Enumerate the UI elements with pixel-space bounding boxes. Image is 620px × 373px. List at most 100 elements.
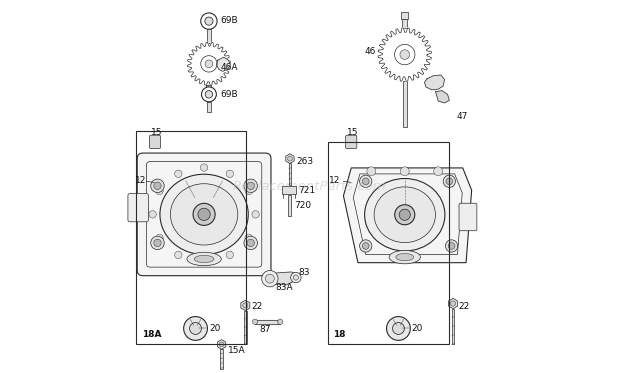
Polygon shape (448, 298, 458, 309)
FancyBboxPatch shape (149, 135, 161, 148)
Circle shape (252, 319, 257, 325)
Circle shape (151, 236, 164, 250)
Circle shape (451, 301, 456, 306)
Ellipse shape (170, 184, 238, 245)
Circle shape (245, 234, 252, 241)
Circle shape (278, 319, 283, 325)
Circle shape (262, 270, 278, 287)
Polygon shape (286, 154, 294, 163)
Circle shape (247, 182, 254, 189)
Bar (401, 12, 409, 19)
Text: 46: 46 (365, 47, 376, 56)
Circle shape (149, 211, 156, 218)
Circle shape (363, 178, 369, 185)
Text: 87: 87 (259, 325, 270, 334)
Text: 12: 12 (329, 176, 341, 185)
Ellipse shape (160, 174, 248, 254)
FancyBboxPatch shape (137, 153, 271, 276)
Polygon shape (266, 272, 299, 285)
FancyBboxPatch shape (459, 203, 477, 231)
Bar (328, 142, 449, 344)
Circle shape (200, 164, 208, 171)
Circle shape (243, 303, 248, 308)
Bar (207, 85, 211, 89)
Circle shape (395, 205, 415, 225)
Text: 69B: 69B (220, 16, 237, 25)
Circle shape (392, 323, 404, 335)
Circle shape (360, 175, 372, 187)
Polygon shape (241, 300, 250, 311)
Circle shape (184, 317, 208, 340)
Text: 20: 20 (412, 324, 423, 333)
Polygon shape (255, 320, 280, 324)
Bar (136, 131, 246, 344)
Circle shape (400, 50, 410, 59)
Text: 47: 47 (457, 112, 468, 121)
Circle shape (175, 251, 182, 258)
Text: ReplacementParts.com: ReplacementParts.com (233, 180, 387, 193)
Circle shape (205, 91, 213, 98)
Text: 20: 20 (209, 324, 220, 333)
Circle shape (252, 211, 259, 218)
Circle shape (399, 209, 410, 220)
Circle shape (293, 275, 298, 280)
Circle shape (247, 239, 254, 247)
Polygon shape (218, 339, 226, 349)
Bar (452, 309, 454, 344)
Circle shape (445, 240, 458, 252)
Circle shape (448, 242, 455, 249)
Text: 83: 83 (299, 268, 311, 277)
Circle shape (401, 167, 409, 176)
Circle shape (244, 236, 257, 250)
Circle shape (443, 175, 456, 187)
Text: 720: 720 (294, 201, 311, 210)
Circle shape (156, 234, 163, 241)
Circle shape (386, 317, 410, 340)
Circle shape (200, 257, 208, 265)
Polygon shape (425, 75, 445, 90)
Ellipse shape (396, 254, 414, 261)
Circle shape (291, 272, 301, 283)
Circle shape (202, 87, 216, 102)
Circle shape (151, 179, 164, 192)
Bar (402, 19, 407, 28)
Bar (288, 195, 291, 216)
Text: 46A: 46A (220, 63, 237, 72)
Text: 18A: 18A (142, 330, 162, 339)
Polygon shape (216, 57, 231, 71)
FancyBboxPatch shape (128, 194, 148, 222)
Text: 15A: 15A (228, 346, 245, 355)
Ellipse shape (389, 250, 420, 264)
Text: 22: 22 (459, 302, 470, 311)
Ellipse shape (374, 187, 435, 242)
Polygon shape (436, 91, 449, 103)
Circle shape (156, 187, 163, 195)
Bar (206, 29, 211, 43)
Text: 15: 15 (151, 128, 162, 137)
Text: 12: 12 (135, 176, 146, 185)
Polygon shape (206, 85, 211, 91)
Bar (220, 349, 223, 369)
Circle shape (201, 13, 217, 29)
Circle shape (363, 242, 369, 249)
Circle shape (446, 178, 453, 185)
Circle shape (193, 203, 215, 225)
Text: 721: 721 (298, 186, 315, 195)
Ellipse shape (187, 252, 221, 266)
Circle shape (205, 17, 213, 25)
Circle shape (190, 323, 202, 335)
Text: 69B: 69B (220, 90, 237, 99)
Bar (207, 102, 211, 112)
Circle shape (205, 60, 213, 68)
Circle shape (265, 274, 274, 283)
Circle shape (394, 44, 415, 65)
Circle shape (360, 240, 372, 252)
Circle shape (175, 170, 182, 178)
Circle shape (201, 56, 217, 72)
Text: 22: 22 (252, 302, 263, 311)
Polygon shape (187, 43, 231, 85)
Circle shape (154, 239, 161, 247)
Circle shape (434, 167, 443, 176)
Bar (289, 163, 291, 185)
Bar (282, 186, 296, 194)
